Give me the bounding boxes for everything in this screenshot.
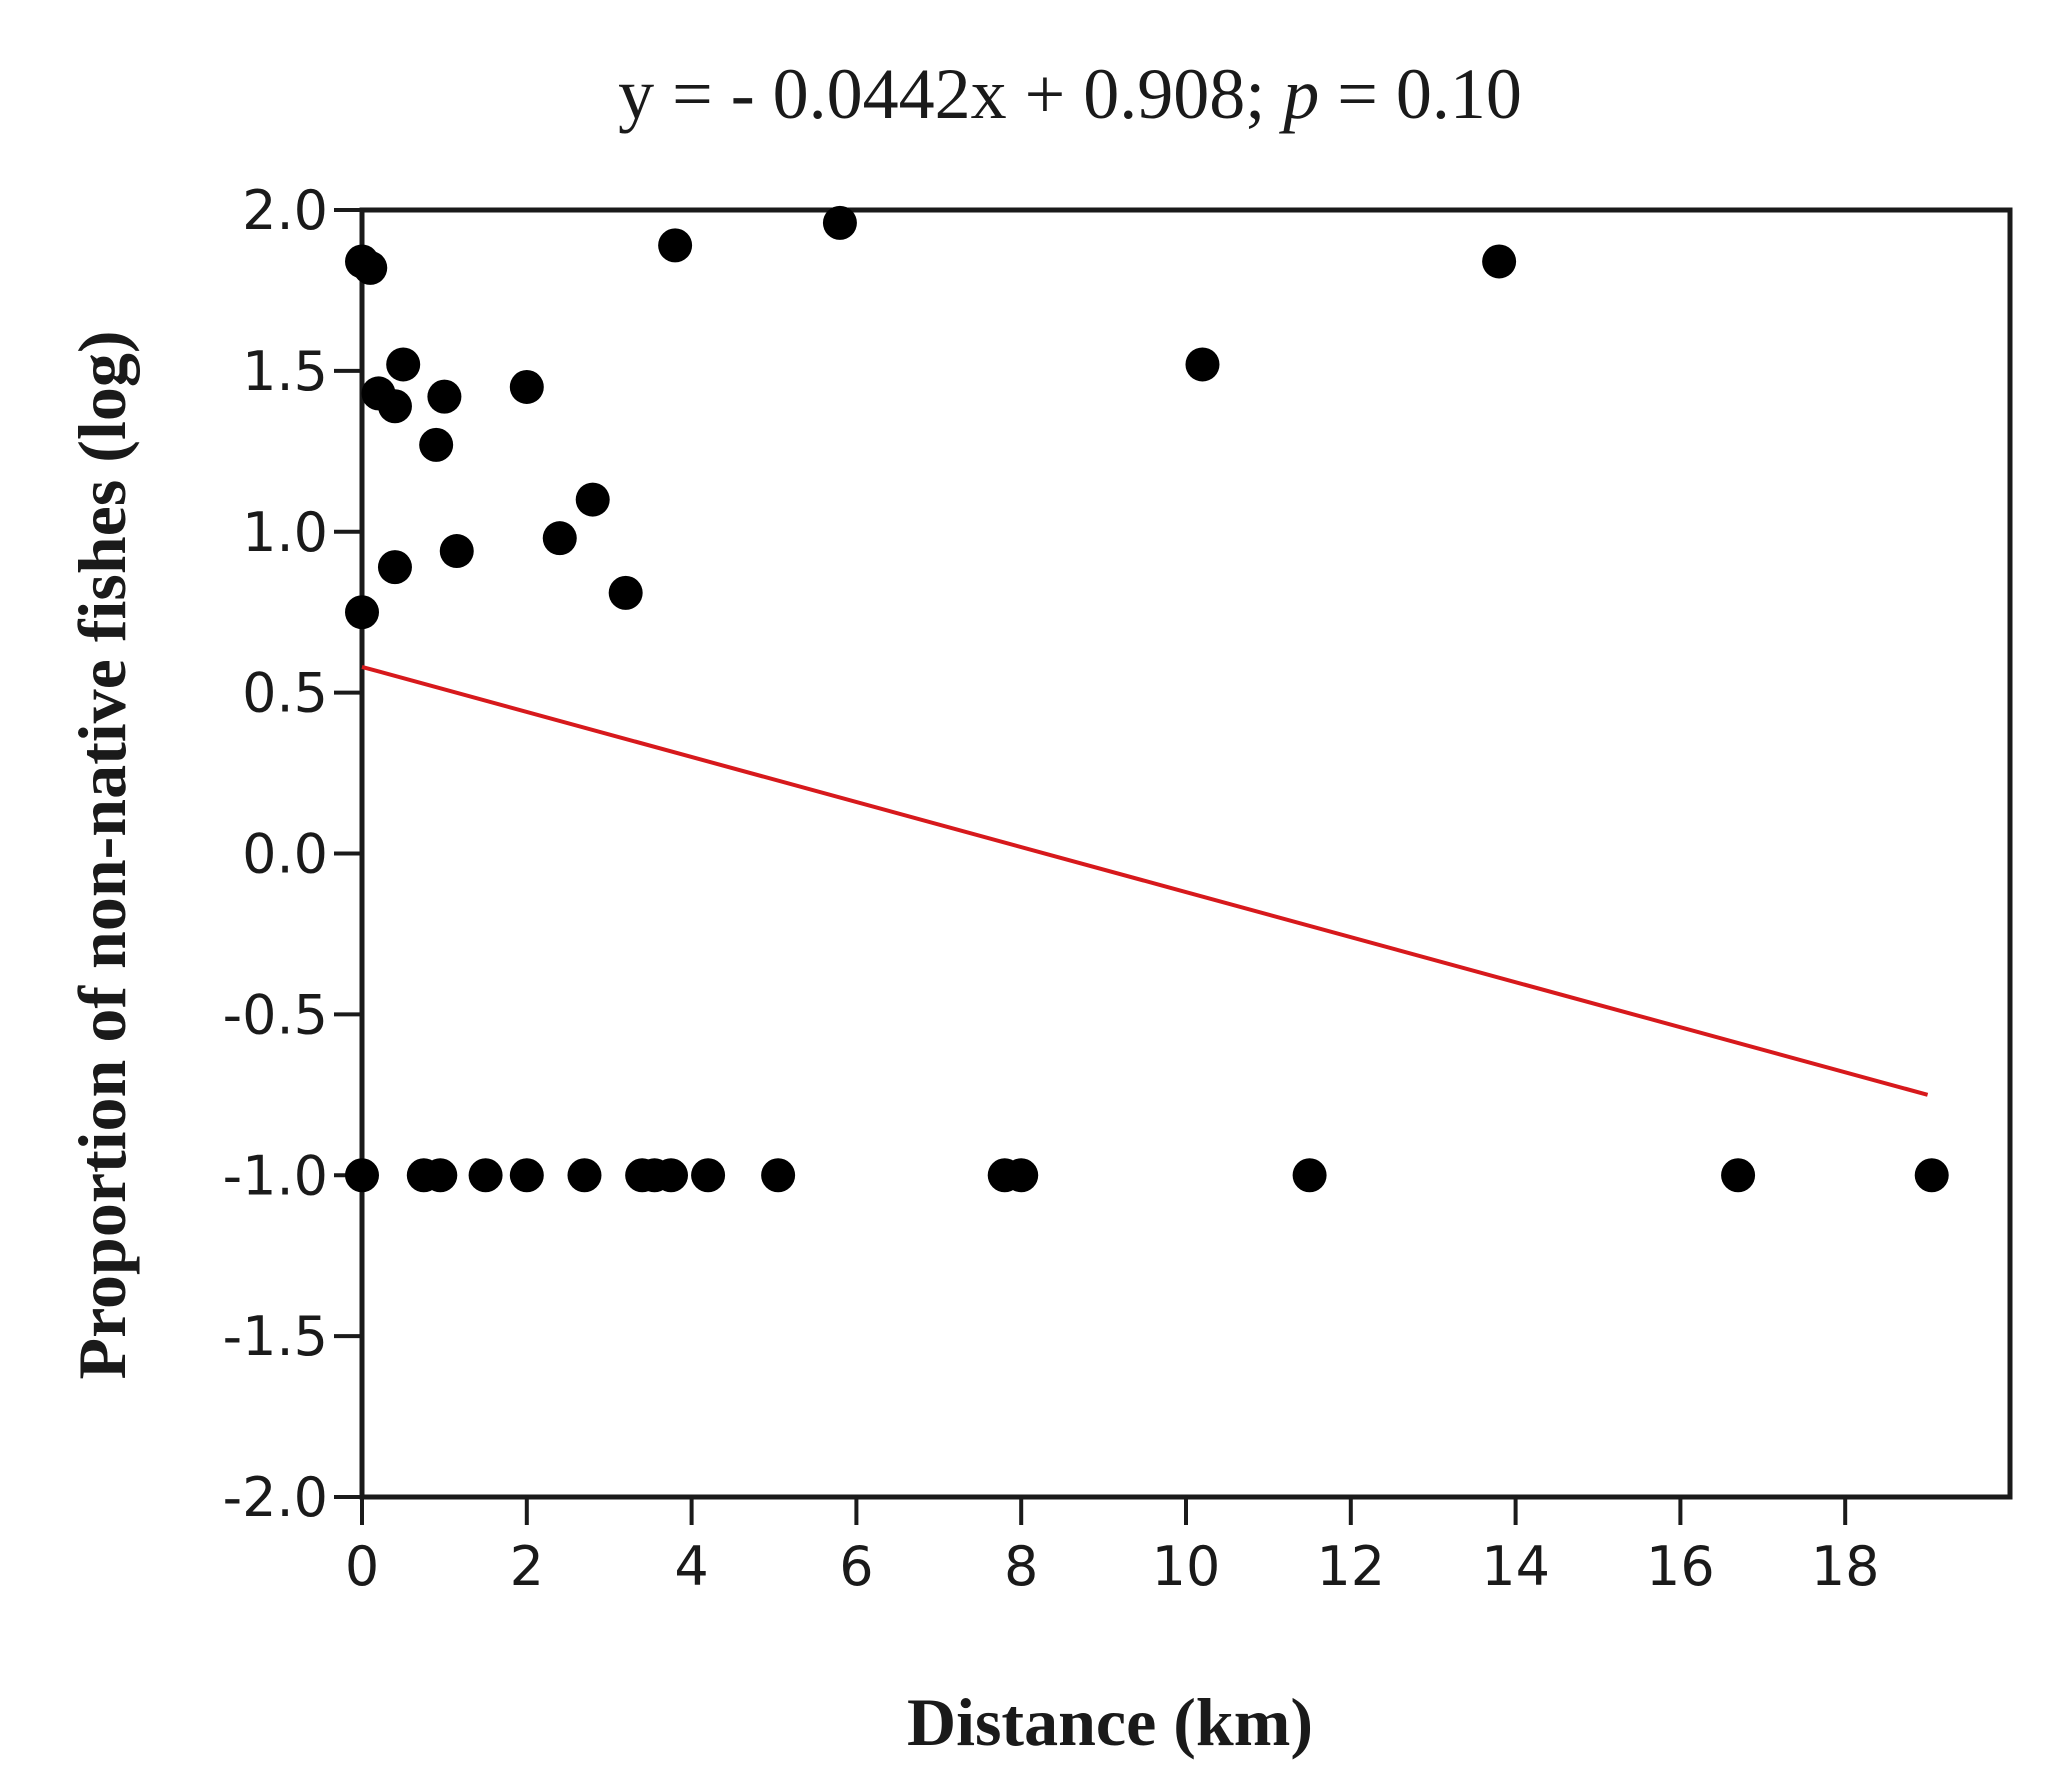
data-point	[654, 1158, 688, 1193]
data-point	[377, 550, 412, 585]
y-tick-label: 0.5	[242, 662, 328, 725]
y-tick-label: 1.5	[242, 340, 328, 403]
data-point	[353, 250, 388, 285]
data-point	[691, 1158, 726, 1193]
data-point	[377, 389, 412, 424]
data-point	[1292, 1158, 1327, 1193]
data-point	[509, 1158, 544, 1193]
x-tick-label: 4	[674, 1535, 708, 1598]
data-point	[1004, 1158, 1039, 1193]
data-point	[386, 347, 421, 382]
title-p-symbol: p	[1278, 54, 1319, 134]
data-point	[423, 1158, 458, 1193]
chart-title: y = - 0.0442x + 0.908; p = 0.10	[618, 54, 1522, 134]
x-tick-label: 2	[510, 1535, 544, 1598]
y-axis-title: Proportion of non-native fishes (log)	[64, 331, 140, 1380]
x-tick-label: 6	[839, 1535, 873, 1598]
data-point	[345, 1158, 379, 1193]
y-tick-label: -1.5	[223, 1305, 328, 1368]
y-tick-label: 2.0	[242, 179, 328, 242]
data-point	[468, 1158, 503, 1193]
data-point	[345, 595, 379, 630]
data-point	[822, 205, 857, 240]
data-point	[575, 482, 610, 517]
data-point	[439, 534, 474, 569]
x-tick-label: 0	[345, 1535, 379, 1598]
data-point	[608, 575, 643, 610]
data-point	[427, 379, 462, 414]
regression-line	[361, 664, 1929, 1097]
y-tick-label: -1.0	[223, 1144, 328, 1207]
data-point	[1721, 1158, 1756, 1193]
data-point	[761, 1158, 796, 1193]
title-p-value: = 0.10	[1319, 54, 1522, 134]
data-point	[542, 521, 577, 556]
y-axis: 2.0 1.5 1.0 0.5 0.0 -0.5 -1.0 -1.5 -2.0	[223, 179, 362, 1529]
title-equation: y = - 0.0442x + 0.908;	[618, 54, 1283, 134]
x-tick-label: 10	[1152, 1535, 1221, 1598]
points-layer	[345, 205, 1949, 1193]
data-point	[567, 1158, 602, 1193]
data-point	[1914, 1158, 1949, 1193]
x-tick-label: 12	[1316, 1535, 1385, 1598]
x-tick-label: 16	[1646, 1535, 1715, 1598]
x-axis: 0 2 4 6 8 10 12 14 16 18	[345, 1497, 1880, 1598]
x-tick-label: 18	[1811, 1535, 1880, 1598]
y-tick-label: 1.0	[242, 501, 328, 564]
x-tick-label: 14	[1481, 1535, 1550, 1598]
y-tick-label: -0.5	[223, 983, 328, 1046]
x-tick-label: 8	[1004, 1535, 1038, 1598]
regression-layer	[361, 664, 1929, 1097]
data-point	[1185, 347, 1220, 382]
data-point	[658, 228, 693, 263]
y-tick-label: 0.0	[242, 823, 328, 886]
x-axis-title: Distance (km)	[907, 1684, 1313, 1760]
data-point	[509, 369, 544, 404]
y-tick-label: -2.0	[223, 1466, 328, 1529]
plot-frame	[359, 207, 2013, 1500]
data-point	[419, 427, 454, 462]
data-point	[1482, 244, 1517, 279]
